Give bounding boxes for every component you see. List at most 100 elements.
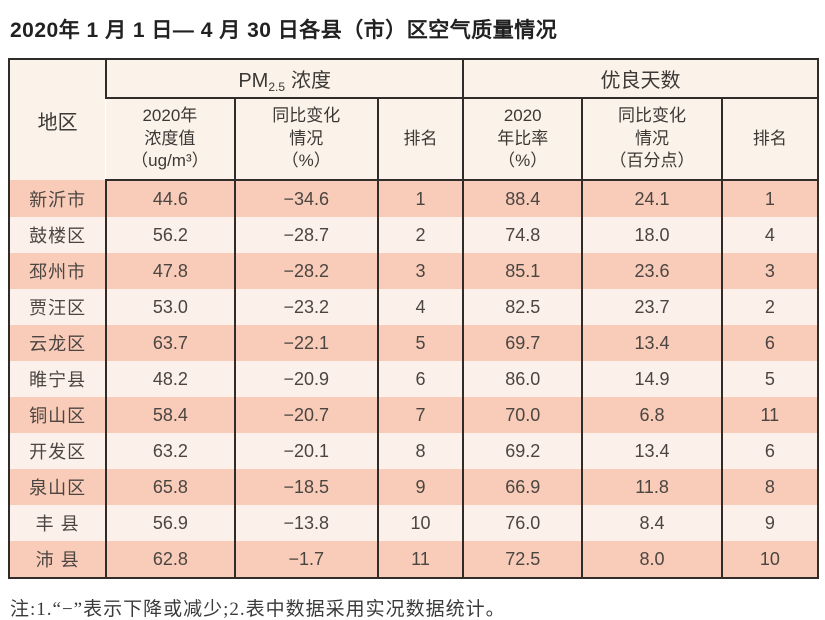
gd-ratio-cell: 74.8 bbox=[462, 217, 583, 253]
table-row: 邳州市 47.8 −28.2 3 85.1 23.6 3 bbox=[9, 253, 818, 289]
table-row: 睢宁县 48.2 −20.9 6 86.0 14.9 5 bbox=[9, 361, 818, 397]
gd-ratio-cell: 76.0 bbox=[462, 505, 583, 541]
table-row: 鼓楼区 56.2 −28.7 2 74.8 18.0 4 bbox=[9, 217, 818, 253]
pm-rank-cell: 1 bbox=[376, 180, 464, 217]
gd-ratio-cell: 85.1 bbox=[462, 253, 583, 289]
gd-change-cell: 11.8 bbox=[581, 469, 722, 505]
pm-value-cell: 48.2 bbox=[105, 361, 235, 397]
gd-rank-cell: 4 bbox=[720, 217, 818, 253]
column-group-pm25: PM2.5 浓度 bbox=[105, 59, 464, 99]
gd-change-cell: 14.9 bbox=[581, 361, 722, 397]
pm-rank-cell: 10 bbox=[376, 505, 464, 541]
gd-rank-cell: 1 bbox=[720, 180, 818, 217]
pm-rank-cell: 3 bbox=[376, 253, 464, 289]
gd-rank-cell: 11 bbox=[720, 397, 818, 433]
region-cell: 邳州市 bbox=[9, 253, 107, 289]
region-cell: 睢宁县 bbox=[9, 361, 107, 397]
region-cell: 泉山区 bbox=[9, 469, 107, 505]
gd-ratio-cell: 69.7 bbox=[462, 325, 583, 361]
gd-change-cell: 13.4 bbox=[581, 433, 722, 469]
gd-ratio-cell: 66.9 bbox=[462, 469, 583, 505]
pm-value-cell: 63.2 bbox=[105, 433, 235, 469]
pm-change-cell: −20.1 bbox=[233, 433, 378, 469]
pm-value-cell: 44.6 bbox=[105, 180, 235, 217]
gd-change-cell: 13.4 bbox=[581, 325, 722, 361]
gd-ratio-cell: 82.5 bbox=[462, 289, 583, 325]
pm-change-cell: −1.7 bbox=[233, 541, 378, 578]
region-cell: 新沂市 bbox=[9, 180, 107, 217]
table-row: 贾汪区 53.0 −23.2 4 82.5 23.7 2 bbox=[9, 289, 818, 325]
pm-value-cell: 58.4 bbox=[105, 397, 235, 433]
pm-rank-cell: 8 bbox=[376, 433, 464, 469]
gd-change-cell: 24.1 bbox=[581, 180, 722, 217]
pm-value-cell: 62.8 bbox=[105, 541, 235, 578]
pm-change-cell: −28.2 bbox=[233, 253, 378, 289]
gd-rank-cell: 5 bbox=[720, 361, 818, 397]
pm-rank-cell: 7 bbox=[376, 397, 464, 433]
gd-change-cell: 6.8 bbox=[581, 397, 722, 433]
pm-value-cell: 63.7 bbox=[105, 325, 235, 361]
group-header-row: 地区 PM2.5 浓度 优良天数 bbox=[9, 59, 818, 180]
gd-rank-cell: 9 bbox=[720, 505, 818, 541]
column-header-pm-rank: 排名 bbox=[376, 98, 464, 181]
table-row: 沛 县 62.8 −1.7 11 72.5 8.0 10 bbox=[9, 541, 818, 578]
region-cell: 沛 县 bbox=[9, 541, 107, 578]
table-row: 云龙区 63.7 −22.1 5 69.7 13.4 6 bbox=[9, 325, 818, 361]
pm-rank-cell: 2 bbox=[376, 217, 464, 253]
pm-rank-cell: 4 bbox=[376, 289, 464, 325]
pm-change-cell: −20.9 bbox=[233, 361, 378, 397]
table-row: 新沂市 44.6 −34.6 1 88.4 24.1 1 bbox=[9, 180, 818, 217]
air-quality-table: 地区 PM2.5 浓度 优良天数 2020年 浓度值 （ug/m³） 同比变化 情… bbox=[8, 58, 819, 579]
column-group-good-days: 优良天数 bbox=[462, 59, 818, 99]
column-header-pm-change: 同比变化 情况 （%） bbox=[233, 98, 378, 181]
region-cell: 鼓楼区 bbox=[9, 217, 107, 253]
column-header-gd-ratio: 2020 年比率 （%） bbox=[462, 98, 583, 181]
pm-rank-cell: 5 bbox=[376, 325, 464, 361]
pm-change-cell: −18.5 bbox=[233, 469, 378, 505]
gd-change-cell: 8.4 bbox=[581, 505, 722, 541]
region-cell: 开发区 bbox=[9, 433, 107, 469]
gd-ratio-cell: 72.5 bbox=[462, 541, 583, 578]
gd-change-cell: 23.7 bbox=[581, 289, 722, 325]
column-header-region: 地区 bbox=[9, 59, 107, 180]
region-cell: 云龙区 bbox=[9, 325, 107, 361]
gd-change-cell: 18.0 bbox=[581, 217, 722, 253]
pm-change-cell: −34.6 bbox=[233, 180, 378, 217]
gd-rank-cell: 6 bbox=[720, 325, 818, 361]
pm-rank-cell: 6 bbox=[376, 361, 464, 397]
gd-ratio-cell: 88.4 bbox=[462, 180, 583, 217]
table-footnote: 注:1.“−”表示下降或减少;2.表中数据采用实况数据统计。 bbox=[10, 599, 506, 620]
pm-value-cell: 47.8 bbox=[105, 253, 235, 289]
gd-rank-cell: 2 bbox=[720, 289, 818, 325]
table-row: 开发区 63.2 −20.1 8 69.2 13.4 6 bbox=[9, 433, 818, 469]
pm-value-cell: 53.0 bbox=[105, 289, 235, 325]
pm-rank-cell: 11 bbox=[376, 541, 464, 578]
gd-change-cell: 23.6 bbox=[581, 253, 722, 289]
pm-rank-cell: 9 bbox=[376, 469, 464, 505]
table-row: 丰 县 56.9 −13.8 10 76.0 8.4 9 bbox=[9, 505, 818, 541]
pm-change-cell: −20.7 bbox=[233, 397, 378, 433]
gd-rank-cell: 8 bbox=[720, 469, 818, 505]
page-title: 2020年 1 月 1 日— 4 月 30 日各县（市）区空气质量情况 bbox=[10, 19, 558, 42]
pm-value-cell: 56.2 bbox=[105, 217, 235, 253]
gd-rank-cell: 10 bbox=[720, 541, 818, 578]
pm25-subscript: 2.5 bbox=[268, 79, 285, 94]
pm-value-cell: 56.9 bbox=[105, 505, 235, 541]
gd-ratio-cell: 69.2 bbox=[462, 433, 583, 469]
gd-rank-cell: 3 bbox=[720, 253, 818, 289]
sub-header-row: 2020年 浓度值 （ug/m³） 同比变化 情况 （%） 排名 2020 年比… bbox=[9, 98, 818, 181]
pm-change-cell: −13.8 bbox=[233, 505, 378, 541]
region-cell: 丰 县 bbox=[9, 505, 107, 541]
pm25-prefix: PM bbox=[238, 69, 269, 92]
gd-ratio-cell: 70.0 bbox=[462, 397, 583, 433]
region-cell: 铜山区 bbox=[9, 397, 107, 433]
table-row: 铜山区 58.4 −20.7 7 70.0 6.8 11 bbox=[9, 397, 818, 433]
column-header-gd-rank: 排名 bbox=[720, 98, 818, 181]
pm-value-cell: 65.8 bbox=[105, 469, 235, 505]
column-header-pm-value: 2020年 浓度值 （ug/m³） bbox=[106, 98, 235, 181]
table-row: 泉山区 65.8 −18.5 9 66.9 11.8 8 bbox=[9, 469, 818, 505]
pm-change-cell: −28.7 bbox=[233, 217, 378, 253]
pm25-suffix: 浓度 bbox=[291, 69, 331, 92]
gd-ratio-cell: 86.0 bbox=[462, 361, 583, 397]
